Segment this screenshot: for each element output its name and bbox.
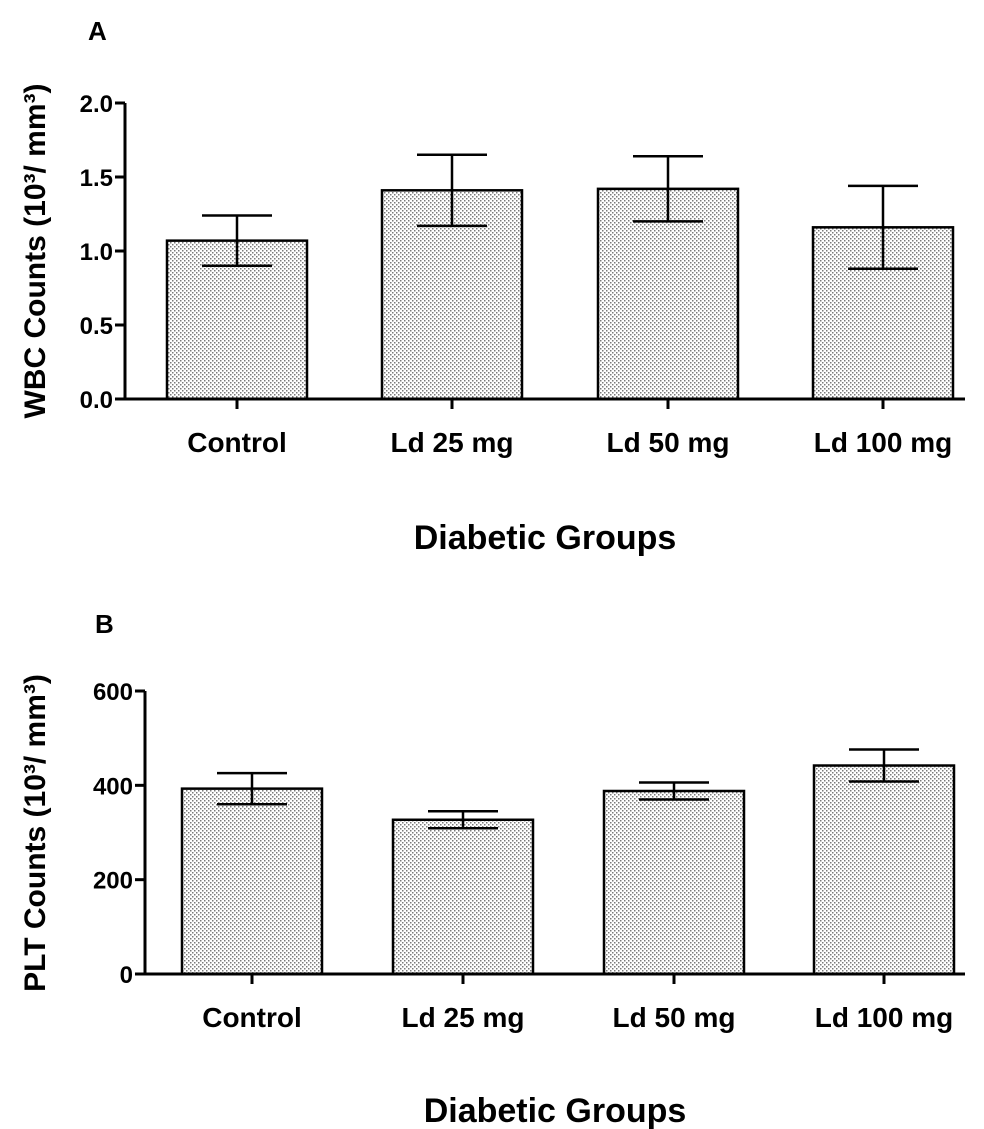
y-tick-label: 0.5 [80, 313, 113, 340]
chart-panel-b: B 0 200 400 600 Control Ld 25 mg Ld 50 mg Ld 100… [19, 609, 965, 1129]
bar [812, 764, 956, 976]
x-tick-label: Ld 25 mg [391, 427, 514, 458]
bar [180, 787, 324, 976]
panel-letter: B [95, 609, 114, 639]
x-tick-label: Ld 25 mg [402, 1002, 525, 1033]
y-axis-title: PLT Counts (10³/ mm³) [19, 674, 52, 992]
x-tick-label: Ld 50 mg [607, 427, 730, 458]
x-tick-label: Control [202, 1002, 302, 1033]
y-tick-label: 0 [120, 962, 133, 989]
x-tick-label: Ld 50 mg [613, 1002, 736, 1033]
bar [391, 818, 535, 976]
bar [602, 789, 746, 976]
x-axis-title: Diabetic Groups [414, 519, 677, 557]
y-tick-label: 400 [93, 773, 133, 800]
x-tick-label: Control [187, 427, 287, 458]
y-tick-label: 1.5 [80, 165, 113, 192]
chart-panel-a: A 0.0 0.5 1.0 1.5 2.0 Control Ld 25 mg Ld 50 mg L… [19, 16, 965, 557]
x-tick-label: Ld 100 mg [815, 1002, 953, 1033]
y-tick-label: 600 [93, 679, 133, 706]
bar [596, 187, 740, 401]
y-tick-label: 2.0 [80, 91, 113, 118]
y-tick-label: 0.0 [80, 387, 113, 414]
y-tick-label: 1.0 [80, 239, 113, 266]
x-tick-label: Ld 100 mg [814, 427, 952, 458]
panel-letter: A [88, 16, 107, 46]
y-axis-title: WBC Counts (10³/ mm³) [19, 84, 52, 419]
y-tick-label: 200 [93, 868, 133, 895]
x-axis-title: Diabetic Groups [424, 1092, 687, 1129]
